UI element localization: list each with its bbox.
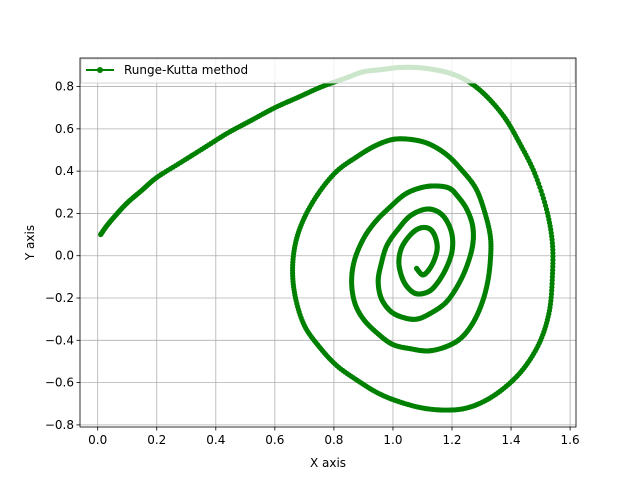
x-tick-label: 1.2 (442, 433, 461, 447)
legend-marker-sample (97, 67, 103, 73)
x-tick-label: 0.0 (88, 433, 107, 447)
y-tick-label: −0.6 (45, 376, 74, 390)
y-tick-label: 0.4 (55, 164, 74, 178)
y-tick-label: 0.8 (55, 80, 74, 94)
x-tick-label: 0.4 (206, 433, 225, 447)
y-tick-label: −0.8 (45, 418, 74, 432)
x-tick-label: 0.6 (265, 433, 284, 447)
series-layer (98, 64, 556, 413)
legend-label: Runge-Kutta method (124, 63, 248, 77)
x-tick-label: 1.4 (502, 433, 521, 447)
legend-box (80, 58, 576, 84)
y-axis-label: Y axis (23, 225, 37, 261)
y-tick-label: −0.4 (45, 333, 74, 347)
x-tick-label: 1.0 (383, 433, 402, 447)
y-ticks: −0.8 −0.6 −0.4 −0.2 0.0 0.2 0.4 0.6 0.8 (45, 80, 80, 432)
x-tick-label: 1.6 (561, 433, 580, 447)
y-tick-label: 0.0 (55, 249, 74, 263)
data-point (413, 265, 420, 271)
series-markers (98, 64, 556, 413)
x-tick-label: 0.8 (324, 433, 343, 447)
axes-frame (79, 57, 577, 428)
x-axis-label: X axis (310, 456, 346, 470)
x-tick-label: 0.2 (147, 433, 166, 447)
y-tick-label: 0.6 (55, 122, 74, 136)
y-tick-label: −0.2 (45, 291, 74, 305)
y-tick-label: 0.2 (55, 206, 74, 220)
x-ticks: 0.0 0.2 0.4 0.6 0.8 1.0 1.2 1.4 1.6 (88, 427, 580, 447)
